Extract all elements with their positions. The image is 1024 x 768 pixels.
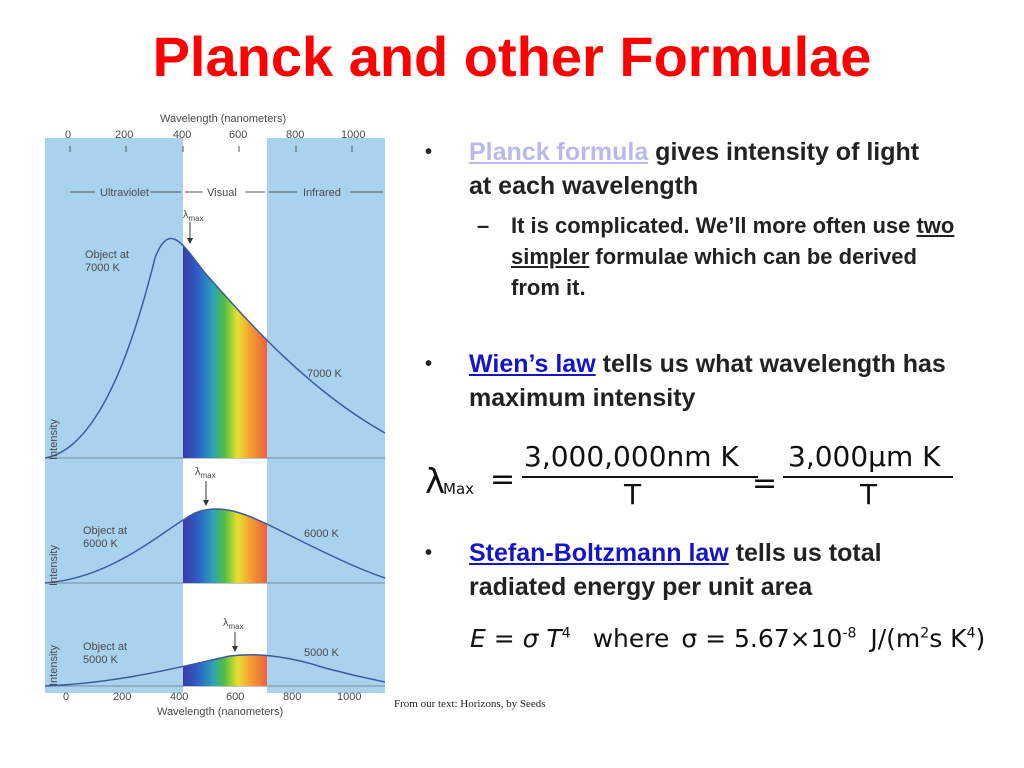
ultraviolet-label: Ultraviolet bbox=[100, 187, 149, 199]
stefan-units-mid: s K bbox=[929, 624, 967, 653]
ultraviolet-band bbox=[45, 138, 183, 693]
top-axis-label: Wavelength (nanometers) bbox=[160, 113, 286, 125]
bottom-tick-200: 200 bbox=[113, 691, 131, 703]
sub-text-suffix: formulae which can be derived from it. bbox=[511, 244, 917, 300]
stefan-where: where bbox=[592, 624, 670, 653]
wien-numerator-2: 3,000μm K bbox=[788, 440, 941, 473]
bottom-tick-1000: 1000 bbox=[337, 691, 361, 703]
object-label-2b: 6000 K bbox=[83, 538, 119, 550]
wien-numerator-1: 3,000,000nm K bbox=[524, 440, 739, 473]
wien-lambda: λ bbox=[425, 462, 446, 502]
top-tick-400: 400 bbox=[173, 129, 191, 141]
curve-label-6000k: 6000 K bbox=[304, 528, 340, 540]
wien-fraction-bar-2 bbox=[783, 476, 953, 478]
stefan-sigma: σ = 5.67×10 bbox=[681, 624, 843, 653]
sub-text-prefix: It is complicated. We’ll more often use bbox=[511, 213, 917, 238]
sub-bullet-dash: – bbox=[477, 213, 490, 238]
sub-text-underlined: two simpler bbox=[511, 213, 955, 269]
stefan-units: J/(m bbox=[870, 624, 921, 653]
top-tick-1000: 1000 bbox=[341, 129, 365, 141]
bottom-tick-0: 0 bbox=[63, 691, 69, 703]
y-axis-label-2: Intensity bbox=[48, 545, 60, 586]
object-label-2a: Object at bbox=[83, 525, 127, 537]
planck-text: gives intensity of light at each wavelen… bbox=[469, 138, 920, 200]
bullet-dot: • bbox=[425, 542, 433, 564]
object-label-3b: 5000 K bbox=[83, 654, 119, 666]
curve-6000k bbox=[45, 508, 386, 584]
top-tick-0: 0 bbox=[65, 129, 71, 141]
top-tick-800: 800 bbox=[286, 129, 304, 141]
stefan-exponent: -8 bbox=[842, 625, 857, 642]
lambda-max-label-1: λmax bbox=[183, 209, 204, 223]
stefan-units-power2: 4 bbox=[966, 625, 976, 642]
wien-denominator-2: T bbox=[860, 478, 878, 511]
bottom-tick-800: 800 bbox=[283, 691, 301, 703]
curve-7000k bbox=[45, 237, 386, 459]
infrared-band bbox=[267, 138, 385, 693]
bullet-dot: • bbox=[425, 353, 433, 375]
stefan-text: tells us total radiated energy per unit … bbox=[469, 539, 882, 601]
stefan-equation: E = σ T4 where σ = 5.67×10-8 J/(m2s K4) bbox=[470, 624, 985, 653]
stefan-power: 4 bbox=[561, 625, 571, 642]
visual-label: Visual bbox=[207, 187, 237, 199]
object-label-1b: 7000 K bbox=[85, 262, 121, 274]
wien-equals-1: = bbox=[490, 462, 516, 497]
object-label-3a: Object at bbox=[83, 641, 127, 653]
curve-5000k bbox=[45, 654, 386, 687]
y-axis-label-1: Intensity bbox=[48, 419, 60, 460]
wien-law-link[interactable]: Wien’s law bbox=[469, 350, 596, 378]
planck-formula-link[interactable]: Planck formula bbox=[469, 138, 649, 166]
source-credit: From our text: Horizons, by Seeds bbox=[394, 698, 546, 710]
lambda-max-label-3: λmax bbox=[223, 617, 244, 631]
curve-label-7000k: 7000 K bbox=[307, 368, 343, 380]
bottom-tick-400: 400 bbox=[170, 691, 188, 703]
curve-label-5000k: 5000 K bbox=[304, 647, 340, 659]
top-tick-600: 600 bbox=[229, 129, 247, 141]
blackbody-figure: Wavelength (nanometers) 0 200 400 600 80… bbox=[45, 113, 386, 718]
stefan-boltzmann-link[interactable]: Stefan-Boltzmann law bbox=[469, 539, 729, 567]
wien-subscript: Max bbox=[443, 480, 475, 498]
wien-fraction-bar-1 bbox=[522, 476, 758, 478]
wien-equals-2: = bbox=[752, 466, 778, 501]
object-label-1a: Object at bbox=[85, 249, 129, 261]
bottom-axis-label: Wavelength (nanometers) bbox=[157, 706, 283, 718]
top-tick-200: 200 bbox=[115, 129, 133, 141]
page-title: Planck and other Formulae bbox=[152, 25, 872, 88]
bullet-dot: • bbox=[425, 141, 433, 163]
stefan-units-power: 2 bbox=[920, 625, 930, 642]
stefan-units-close: ) bbox=[975, 624, 986, 653]
y-axis-label-3: Intensity bbox=[48, 645, 60, 686]
infrared-label: Infrared bbox=[303, 187, 341, 199]
stefan-lhs: E = σ T bbox=[470, 624, 562, 653]
lambda-max-label-2: λmax bbox=[195, 466, 216, 480]
wien-denominator-1: T bbox=[624, 478, 642, 511]
wien-text: tells us what wavelength has maximum int… bbox=[469, 350, 946, 412]
bottom-tick-600: 600 bbox=[226, 691, 244, 703]
